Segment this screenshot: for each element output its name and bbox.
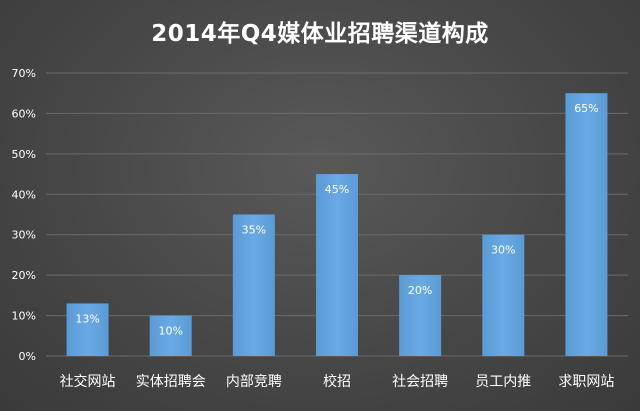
data-label: 30% [491,244,515,257]
bar [399,275,442,356]
bar [232,214,275,356]
y-tick-label: 50% [12,148,36,161]
data-label: 13% [75,312,99,325]
y-tick-label: 60% [12,107,36,120]
chart-title: 2014年Q4媒体业招聘渠道构成 [151,21,489,47]
y-tick-label: 30% [12,229,36,242]
y-tick-label: 10% [12,310,36,323]
y-tick-label: 0% [19,350,36,363]
data-label: 20% [408,284,432,297]
data-label: 10% [158,325,182,338]
y-tick-label: 40% [12,188,36,201]
bar [66,303,109,356]
data-label: 45% [325,183,349,196]
bar [565,93,608,356]
category-label: 求职网站 [558,374,614,390]
category-label: 员工内推 [475,374,531,390]
data-label: 35% [242,224,266,237]
y-tick-label: 70% [12,67,36,80]
category-label: 社交网站 [60,373,116,390]
data-label: 65% [574,102,598,115]
bar [149,315,192,356]
category-label: 校招 [323,373,351,390]
category-label: 内部竞聘 [226,373,282,390]
bar [316,174,358,356]
category-label: 社会招聘 [392,374,448,390]
y-tick-label: 20% [12,269,36,282]
bar [482,234,525,356]
category-label: 实体招聘会 [136,374,206,390]
